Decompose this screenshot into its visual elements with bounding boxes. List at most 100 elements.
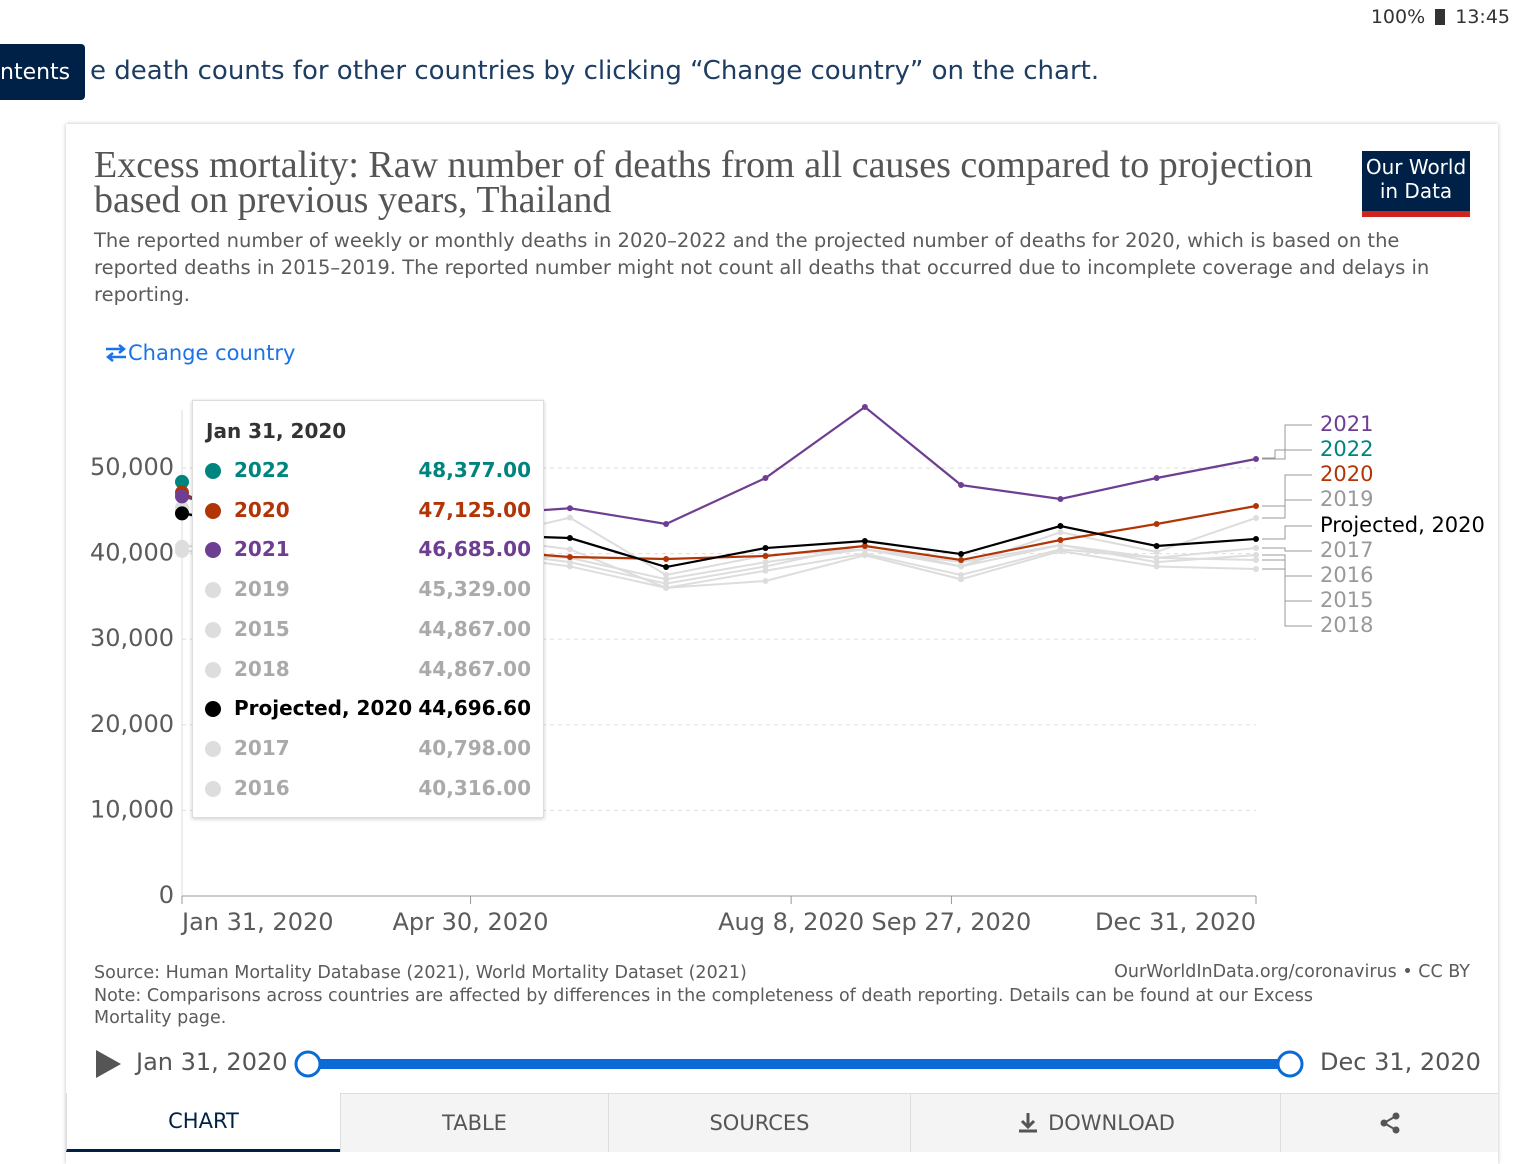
y-tick-label: 0 (159, 881, 174, 909)
data-point (663, 580, 670, 587)
tooltip-name: 2016 (234, 775, 290, 800)
data-point (663, 555, 670, 562)
tooltip-dot (205, 582, 221, 599)
data-point (663, 520, 670, 527)
x-tick-label: Dec 31, 2020 (1095, 908, 1256, 936)
series-label: 2022 (1320, 437, 1373, 461)
data-point (1153, 548, 1160, 555)
tooltip-value: 44,696.60 (418, 696, 531, 721)
y-tick-label: 10,000 (90, 795, 174, 823)
note: Note: Comparisons across countries are a… (94, 985, 1313, 1029)
license[interactable]: OurWorldInData.org/coronavirus • CC BY (1114, 962, 1470, 982)
data-point (1057, 548, 1064, 555)
data-point (762, 567, 769, 574)
play-button[interactable] (94, 1048, 124, 1080)
data-point (1253, 456, 1259, 463)
data-point (1153, 475, 1160, 482)
series-label: 2018 (1320, 613, 1373, 637)
slider-handle[interactable] (294, 1050, 322, 1078)
tooltip-name: 2017 (234, 735, 290, 760)
tab[interactable]: DOWNLOAD (910, 1093, 1280, 1152)
change-country[interactable]: Change country (104, 341, 295, 365)
tooltip-name: 2022 (234, 458, 290, 482)
tooltip: Jan 31, 2020 2022 48,377.00 2020 47,125.00 2… (192, 400, 544, 818)
tooltip-name: 2015 (234, 616, 290, 641)
label-connector (1262, 547, 1312, 552)
data-point (958, 572, 965, 578)
tooltip-name: Projected, 2020 (234, 696, 413, 721)
tooltip-value: 47,125.00 (418, 497, 531, 522)
data-point (958, 557, 965, 564)
series-label: 2016 (1320, 563, 1373, 587)
data-point (1057, 495, 1064, 502)
data-point (1253, 545, 1259, 552)
data-point (566, 559, 573, 566)
data-point (1253, 503, 1259, 510)
share-tab[interactable] (1280, 1093, 1498, 1152)
y-tick-label: 40,000 (90, 539, 174, 567)
series-label: Projected, 2020 (1320, 513, 1485, 537)
timeline-slider[interactable] (290, 1045, 1310, 1083)
logo[interactable]: Our World in Data (1362, 151, 1470, 217)
tooltip-dot (205, 740, 221, 757)
y-tick-label: 50,000 (90, 453, 174, 481)
chart-title: Excess mortality: Raw number of deaths f… (94, 144, 1313, 221)
data-point (958, 576, 965, 583)
data-point (663, 576, 670, 583)
data-point (762, 577, 769, 584)
data-point (762, 545, 769, 552)
tooltip-value: 40,798.00 (418, 735, 531, 760)
tab[interactable]: TABLE (340, 1093, 608, 1152)
tab[interactable]: SOURCES (608, 1093, 910, 1152)
tab[interactable]: CHART (66, 1093, 340, 1152)
label-connector (1262, 554, 1312, 577)
x-tick-label: Jan 31, 2020 (180, 908, 334, 936)
logo-line: Our World (1365, 155, 1467, 179)
data-point (566, 505, 573, 512)
tooltip-value: 44,867.00 (418, 656, 531, 681)
tooltip-value: 44,867.00 (418, 616, 531, 641)
series-label: 2017 (1320, 538, 1373, 562)
data-point (566, 514, 573, 521)
tooltip-value: 45,329.00 (418, 577, 531, 602)
data-point (1253, 551, 1259, 558)
tooltip-dot (205, 701, 221, 718)
slider-handle[interactable] (1276, 1050, 1304, 1078)
tooltip-dot (205, 542, 221, 559)
tooltip-name: 2020 (234, 497, 290, 522)
data-point (1153, 520, 1160, 527)
tooltip-value: 48,377.00 (418, 458, 531, 482)
data-point (663, 564, 670, 571)
data-point (1057, 529, 1064, 536)
clock: 13:45 (1455, 6, 1510, 28)
data-point (861, 538, 868, 545)
data-point (566, 554, 573, 561)
data-point (1153, 554, 1160, 561)
data-point (1253, 535, 1259, 542)
download-icon (1019, 1113, 1038, 1133)
label-connector (1262, 499, 1312, 519)
tab-label: DOWNLOAD (1048, 1111, 1175, 1135)
logo-line: in Data (1379, 179, 1453, 203)
battery: 100% (1370, 6, 1426, 28)
share-icon (1380, 1112, 1399, 1134)
label-connector (1262, 559, 1312, 602)
timeline-start: Jan 31, 2020 (136, 1048, 288, 1076)
data-point (762, 559, 769, 566)
data-point (958, 551, 965, 558)
toc-button[interactable]: ntents (0, 44, 85, 100)
source: Source: Human Mortality Database (2021),… (94, 963, 747, 983)
tooltip-dot (205, 463, 221, 479)
series-label: 2015 (1320, 588, 1373, 612)
tooltip-dot (205, 661, 221, 678)
data-point (1253, 566, 1259, 573)
tooltip-dot (205, 780, 221, 797)
label-connector (1262, 449, 1312, 459)
data-point (762, 475, 769, 482)
y-tick-label: 30,000 (90, 624, 174, 652)
data-point (175, 489, 189, 504)
x-tick-label: Sep 27, 2020 (872, 908, 1032, 936)
tooltip-value: 46,685.00 (418, 537, 531, 562)
data-point (566, 535, 573, 542)
